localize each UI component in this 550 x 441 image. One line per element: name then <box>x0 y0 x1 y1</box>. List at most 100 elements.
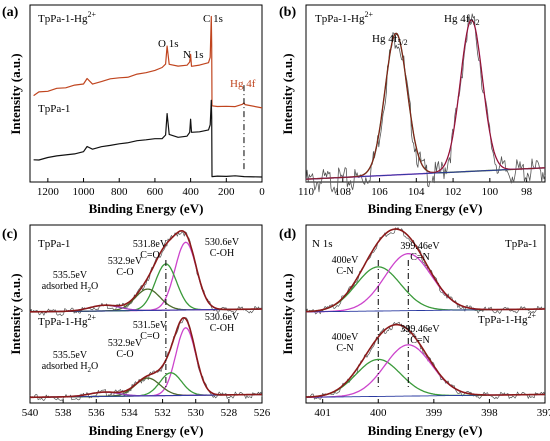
x-tick-label: 98 <box>521 186 533 198</box>
panel-d-ann-ceqn-bot: C=N <box>410 335 430 346</box>
panel-c-ann-c-o-top: C-O <box>116 267 133 278</box>
x-tick-label: 530 <box>187 407 204 419</box>
panel-a-label-n1s: N 1s <box>183 49 203 61</box>
x-tick-label: 397 <box>537 407 550 419</box>
panel-a-label-hg: TpPa-1-Hg2+ <box>38 10 97 25</box>
panel-d-ann-cn-top: C-N <box>336 266 353 277</box>
panel-a-frame <box>29 4 263 183</box>
panel-d-ylabel: Intensity (a.u.) <box>280 273 295 354</box>
panel-c-ann-5329: 532.9eV <box>108 256 143 267</box>
x-tick-label: 800 <box>111 186 128 198</box>
panel-c-ann-5306: 530.6eV <box>205 237 240 248</box>
panel-c-series <box>29 230 263 401</box>
series-tppa1-hg <box>33 15 263 109</box>
panel-d-xlabel: Binding Energy (eV) <box>368 423 483 438</box>
panel-b-hg4f: 110 108 106 104 102 100 98 Intensity (a.u.) Bi… <box>280 4 546 216</box>
x-tick-label: 200 <box>218 186 235 198</box>
series-tppa1 <box>33 99 263 178</box>
x-tick-label: 400 <box>182 186 199 198</box>
panel-c-ann-coh-bot: C-OH <box>210 323 234 334</box>
panel-b-x-ticks: 110 108 106 104 102 100 98 <box>298 178 533 198</box>
panel-d-series <box>305 227 546 400</box>
panel-c-x-ticks: 540 538 536 534 532 530 528 526 <box>22 399 271 419</box>
panel-a-label-o1s: O 1s <box>158 38 178 50</box>
panel-c-ann-5355-bot: 535.5eV <box>53 350 88 361</box>
panel-a-survey: 1200 1000 800 600 400 200 0 Intensity (a.u.) B… <box>8 4 265 216</box>
panel-a-ylabel: Intensity (a.u.) <box>8 53 23 134</box>
fit-envelope <box>306 323 545 398</box>
panel-c-ann-5315: 531.5eV <box>133 320 168 331</box>
x-tick-label: 110 <box>298 186 315 198</box>
fit-envelope <box>30 316 262 399</box>
panel-d-n1s: 401 400 399 398 397 Intensity (a.u.) Binding… <box>280 224 550 438</box>
x-tick-label: 526 <box>254 407 271 419</box>
panel-a-x-ticks: 1200 1000 800 600 400 200 0 <box>37 178 265 198</box>
panel-c-label-tppa: TpPa-1 <box>38 238 70 250</box>
panel-b-frame <box>305 4 546 183</box>
panel-d-frame <box>305 224 546 404</box>
panel-c-ann-5306-bot: 530.6eV <box>205 312 240 323</box>
raw-spectrum <box>305 13 546 194</box>
x-tick-label: 398 <box>481 407 498 419</box>
x-tick-label: 534 <box>121 407 138 419</box>
fit-component <box>305 32 546 180</box>
panel-a-label-c1s: C 1s <box>203 13 223 25</box>
x-tick-label: 401 <box>314 407 331 419</box>
panel-b-xlabel: Binding Energy (eV) <box>368 201 483 216</box>
panel-c-ann-co-bot: C=O <box>140 331 160 342</box>
panel-d-ann-400-bot: 400eV <box>332 332 359 343</box>
panel-c-ylabel: Intensity (a.u.) <box>8 273 23 354</box>
panel-c-ann-5355: 535.5eV <box>53 270 88 281</box>
fit-envelope <box>306 228 545 313</box>
panel-c-ann-h2o-bot: adsorbed H2O <box>42 361 99 374</box>
panel-c-ann-5329-bot: 532.9eV <box>108 338 143 349</box>
panel-c-ann-c-o-bot: C-O <box>116 349 133 360</box>
panel-a-label-tppa: TpPa-1 <box>38 103 70 115</box>
x-tick-label: 106 <box>371 186 388 198</box>
panel-c-ann-co-top: C=O <box>140 250 160 261</box>
fit-envelope <box>29 230 262 313</box>
x-tick-label: 108 <box>335 186 352 198</box>
x-tick-label: 532 <box>154 407 171 419</box>
fit-component <box>305 19 546 180</box>
panel-b-label-sample: TpPa-1-Hg2+ <box>315 10 374 25</box>
panel-b-ylabel: Intensity (a.u.) <box>280 53 295 134</box>
panel-c-xlabel: Binding Energy (eV) <box>89 423 204 438</box>
panel-label-d: (d) <box>279 227 296 242</box>
x-tick-label: 538 <box>55 407 72 419</box>
panel-c-frame <box>29 224 263 404</box>
fit-component <box>306 358 545 398</box>
panel-b-label-hg4f52: Hg 4f5/2 <box>372 33 408 47</box>
x-tick-label: 104 <box>408 186 425 198</box>
panel-label-c: (c) <box>2 227 18 242</box>
x-tick-label: 100 <box>482 186 499 198</box>
panel-d-ann-cn-bot: C-N <box>336 343 353 354</box>
panel-a-label-hg4f: Hg 4f <box>230 78 256 90</box>
panel-d-ann-ceqn-top: C=N <box>410 252 430 263</box>
panel-b-series <box>305 13 546 194</box>
panel-c-label-hg: TpPa-1-Hg2+ <box>38 313 97 328</box>
x-tick-label: 540 <box>22 407 39 419</box>
panel-b-label-hg4f72: Hg 4f7/2 <box>444 13 480 27</box>
panel-label-b: (b) <box>279 5 296 20</box>
x-tick-label: 1200 <box>37 186 60 198</box>
x-tick-label: 536 <box>88 407 105 419</box>
panel-d-ann-39946-top: 399.46eV <box>400 241 440 252</box>
panel-c-ann-5318: 531.8eV <box>133 239 168 250</box>
x-tick-label: 528 <box>221 407 238 419</box>
panel-d-ann-39946-bot: 399.46eV <box>400 324 440 335</box>
panel-d-label-hg: TpPa-1-Hg2+ <box>478 311 537 326</box>
panel-c-ann-coh-top: C-OH <box>210 248 234 259</box>
x-tick-label: 600 <box>147 186 164 198</box>
x-tick-label: 0 <box>259 186 265 198</box>
panel-d-label-n1s: N 1s <box>312 238 332 250</box>
panel-a-xlabel: Binding Energy (eV) <box>89 201 204 216</box>
panel-d-ann-400-top: 400eV <box>332 255 359 266</box>
panel-c-o1s: 540 538 536 534 532 530 528 526 Intensity (a.u.… <box>8 224 271 438</box>
x-tick-label: 399 <box>426 407 443 419</box>
panel-c-ann-h2o-top: adsorbed H2O <box>42 281 99 294</box>
panel-a-series <box>33 15 263 178</box>
panel-d-x-ticks: 401 400 399 398 397 <box>314 399 550 419</box>
x-tick-label: 102 <box>445 186 462 198</box>
fit-envelope <box>305 19 546 180</box>
